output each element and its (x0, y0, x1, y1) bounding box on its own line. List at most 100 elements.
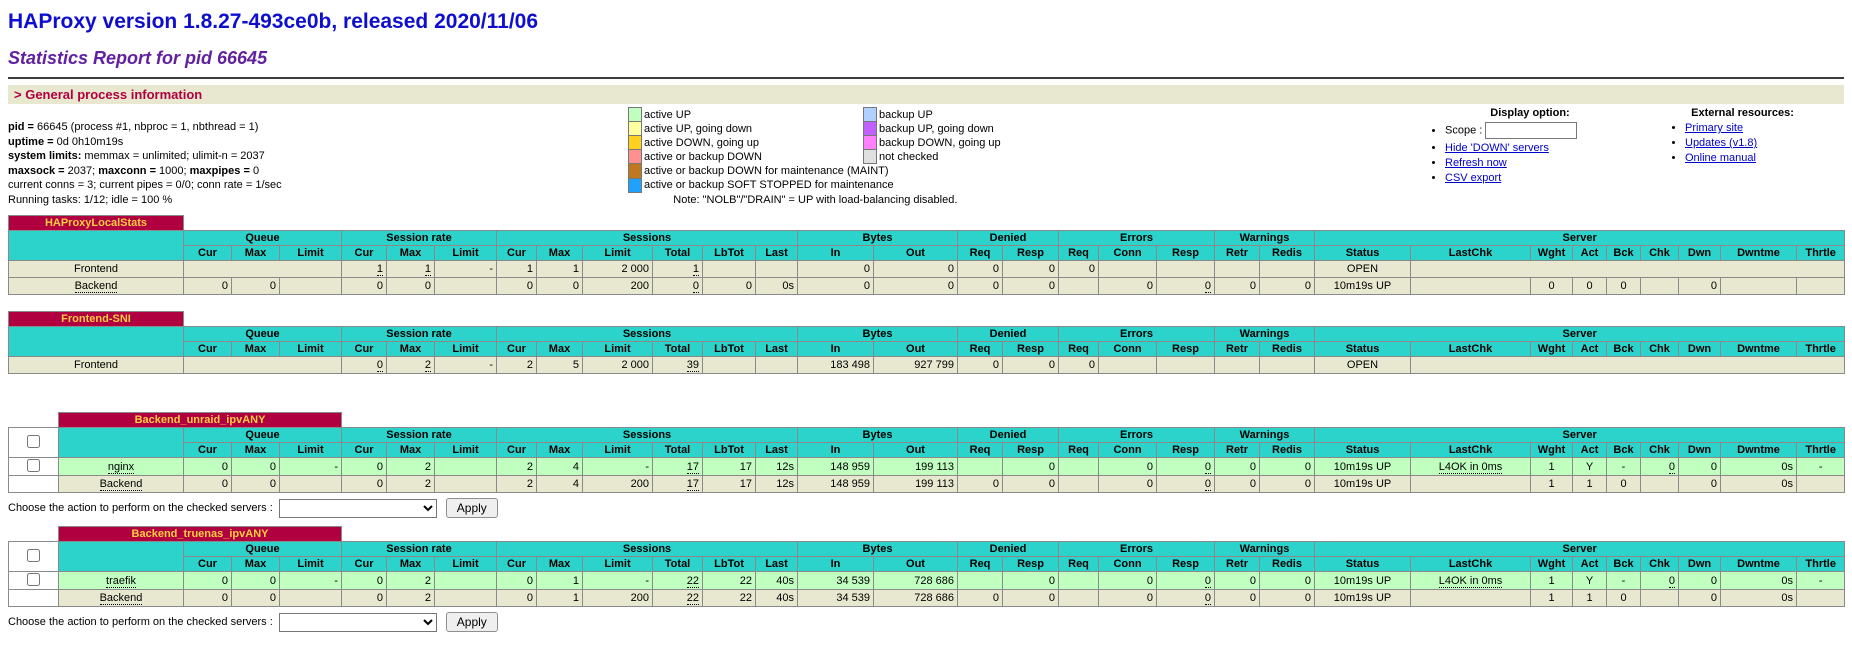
select-traefik-checkbox[interactable] (27, 573, 40, 587)
cell-warn-retr: 0 (1214, 457, 1261, 477)
col-header: Max (536, 442, 584, 459)
row-select-cell (8, 475, 59, 494)
cell-bytes-out: 0 (873, 277, 958, 296)
cell-lastchk (1410, 475, 1532, 494)
process-info-line: Running tasks: 1/12; idle = 100 % (8, 193, 173, 206)
col-header: Chk (1640, 341, 1679, 358)
display-option-link-refresh-now[interactable]: Refresh now (1445, 157, 1507, 169)
cell-sess-cur: 1 (496, 260, 537, 279)
apply-button[interactable]: Apply (445, 498, 498, 519)
action-select[interactable] (278, 498, 437, 518)
process-info: pid = 66645 (process #1, nbproc = 1, nbt… (8, 120, 628, 207)
haproxy-version-link[interactable]: HAProxy version 1.8.27-493ce0b, released… (8, 10, 539, 33)
cell-bytes-out: 728 686 (873, 571, 959, 591)
cell-bytes-in: 148 959 (797, 457, 875, 477)
col-header: LastChk (1410, 442, 1532, 459)
name-column-header (8, 230, 184, 262)
stats-tables: HAProxyLocalStats Queue Session rate Sessio… (8, 215, 1846, 633)
cell-err-resp: 0 (1156, 277, 1215, 296)
select-all-checkbox[interactable] (27, 435, 40, 449)
cell-sess-lbtot: 17 (702, 457, 757, 477)
col-header: Resp (1002, 556, 1060, 573)
process-info-line: system limits: memmax = unlimited; ulimi… (8, 150, 265, 163)
col-header: Thrtle (1796, 442, 1846, 459)
cell-err-req: 0 (1058, 260, 1099, 279)
cell-rate-limit: - (434, 260, 497, 279)
cell-sess-limit: - (582, 571, 654, 591)
group-header-warnings: Warnings (1214, 326, 1315, 343)
cell-sess-cur: 0 (496, 571, 538, 591)
title-spacer (8, 526, 59, 542)
proxy-title: Backend_truenas_ipvANY (57, 526, 343, 542)
external-resource-link-online-manual[interactable]: Online manual (1685, 152, 1756, 164)
group-header-denied: Denied (957, 427, 1060, 444)
cell-bck: 0 (1606, 475, 1642, 494)
scope-label: Scope : (1445, 124, 1486, 137)
cell-wght: 1 (1530, 571, 1574, 591)
cell-rate-max: 1 (386, 260, 435, 279)
select-all-checkbox[interactable] (27, 549, 40, 563)
cell-lastchk (1409, 260, 1846, 279)
cell-rate-cur: 0 (341, 475, 388, 494)
col-header: Cur (496, 556, 538, 573)
external-resource-link-updates-v1-8[interactable]: Updates (v1.8) (1685, 137, 1758, 149)
cell-sess-total: 22 (652, 589, 704, 608)
col-header: Last (755, 341, 798, 358)
group-header-denied: Denied (957, 541, 1060, 558)
name-column-header (58, 427, 184, 459)
cell-sess-last: 12s (755, 475, 799, 494)
cell-rate-cur: 0 (341, 571, 388, 591)
cell-lastchk: L4OK in 0ms (1410, 571, 1532, 591)
select-nginx-checkbox[interactable] (27, 459, 40, 473)
col-header: Retr (1214, 245, 1260, 262)
cell-warn-retr: 0 (1214, 571, 1261, 591)
action-select[interactable] (278, 612, 437, 632)
cell-err-conn: 0 (1098, 571, 1158, 591)
cell-wght: 1 (1530, 457, 1574, 477)
col-header: Out (873, 442, 959, 459)
apply-button[interactable]: Apply (445, 612, 498, 633)
col-header: Req (1058, 341, 1099, 358)
stats-table-frontend-sni: Frontend-SNI Queue Session rate Sessions Byt… (8, 311, 1846, 375)
cell-chk (1640, 589, 1680, 608)
cell-queue-max: 0 (231, 277, 280, 296)
cell-queue-limit: - (278, 457, 343, 477)
col-header: Bck (1606, 341, 1641, 358)
cell-warn-redis (1259, 260, 1315, 279)
col-header: LbTot (702, 556, 757, 573)
scope-input[interactable] (1485, 122, 1578, 139)
cell-dwntme: 0s (1720, 571, 1798, 591)
table-row-frontend: Frontend 1 1-1 1 2 000 1 0 0 0 0 0 OPEN (8, 260, 1846, 279)
name-cell-traefik: traefik (58, 571, 184, 591)
title-filler (183, 311, 1845, 327)
cell-dwn: 0 (1678, 475, 1722, 494)
cell-dwntme (1720, 277, 1797, 296)
legend-swatch (863, 121, 877, 136)
cell-queue-max: 0 (231, 475, 280, 494)
cell-queue-cur: 0 (183, 475, 232, 494)
cell-queue-limit (278, 589, 343, 608)
col-header: Limit (582, 341, 653, 358)
stats-table-backend_unraid_ipvany: Backend_unraid_ipvANY Queue Session rate Se… (8, 412, 1846, 494)
cell-sess-total: 17 (652, 475, 704, 494)
cell-err-req (1058, 277, 1099, 296)
cell-err-req: 0 (1058, 356, 1099, 375)
display-option-link-csv-export[interactable]: CSV export (1445, 172, 1502, 184)
cell-err-resp: 0 (1156, 457, 1216, 477)
group-header-server: Server (1314, 541, 1846, 558)
legend-note: Note: "NOLB"/"DRAIN" = UP with load-bala… (673, 193, 958, 206)
cell-warn-redis: 0 (1259, 457, 1316, 477)
cell-bytes-in: 148 959 (797, 475, 875, 494)
process-info-line: uptime = 0d 0h10m19s (8, 135, 124, 148)
row-select-cell (8, 589, 59, 608)
col-header: Conn (1098, 245, 1157, 262)
external-resource-link-primary-site[interactable]: Primary site (1685, 122, 1744, 134)
display-option-item: Hide 'DOWN' servers (1445, 142, 1645, 154)
cell-dwn: 0 (1678, 589, 1722, 608)
display-option-link-hide-down-servers[interactable]: Hide 'DOWN' servers (1445, 142, 1549, 154)
legend-swatch (628, 163, 642, 179)
col-header: Cur (341, 442, 388, 459)
col-header: Conn (1098, 442, 1158, 459)
col-header: Last (755, 245, 798, 262)
proxy-title: HAProxyLocalStats (8, 215, 184, 231)
